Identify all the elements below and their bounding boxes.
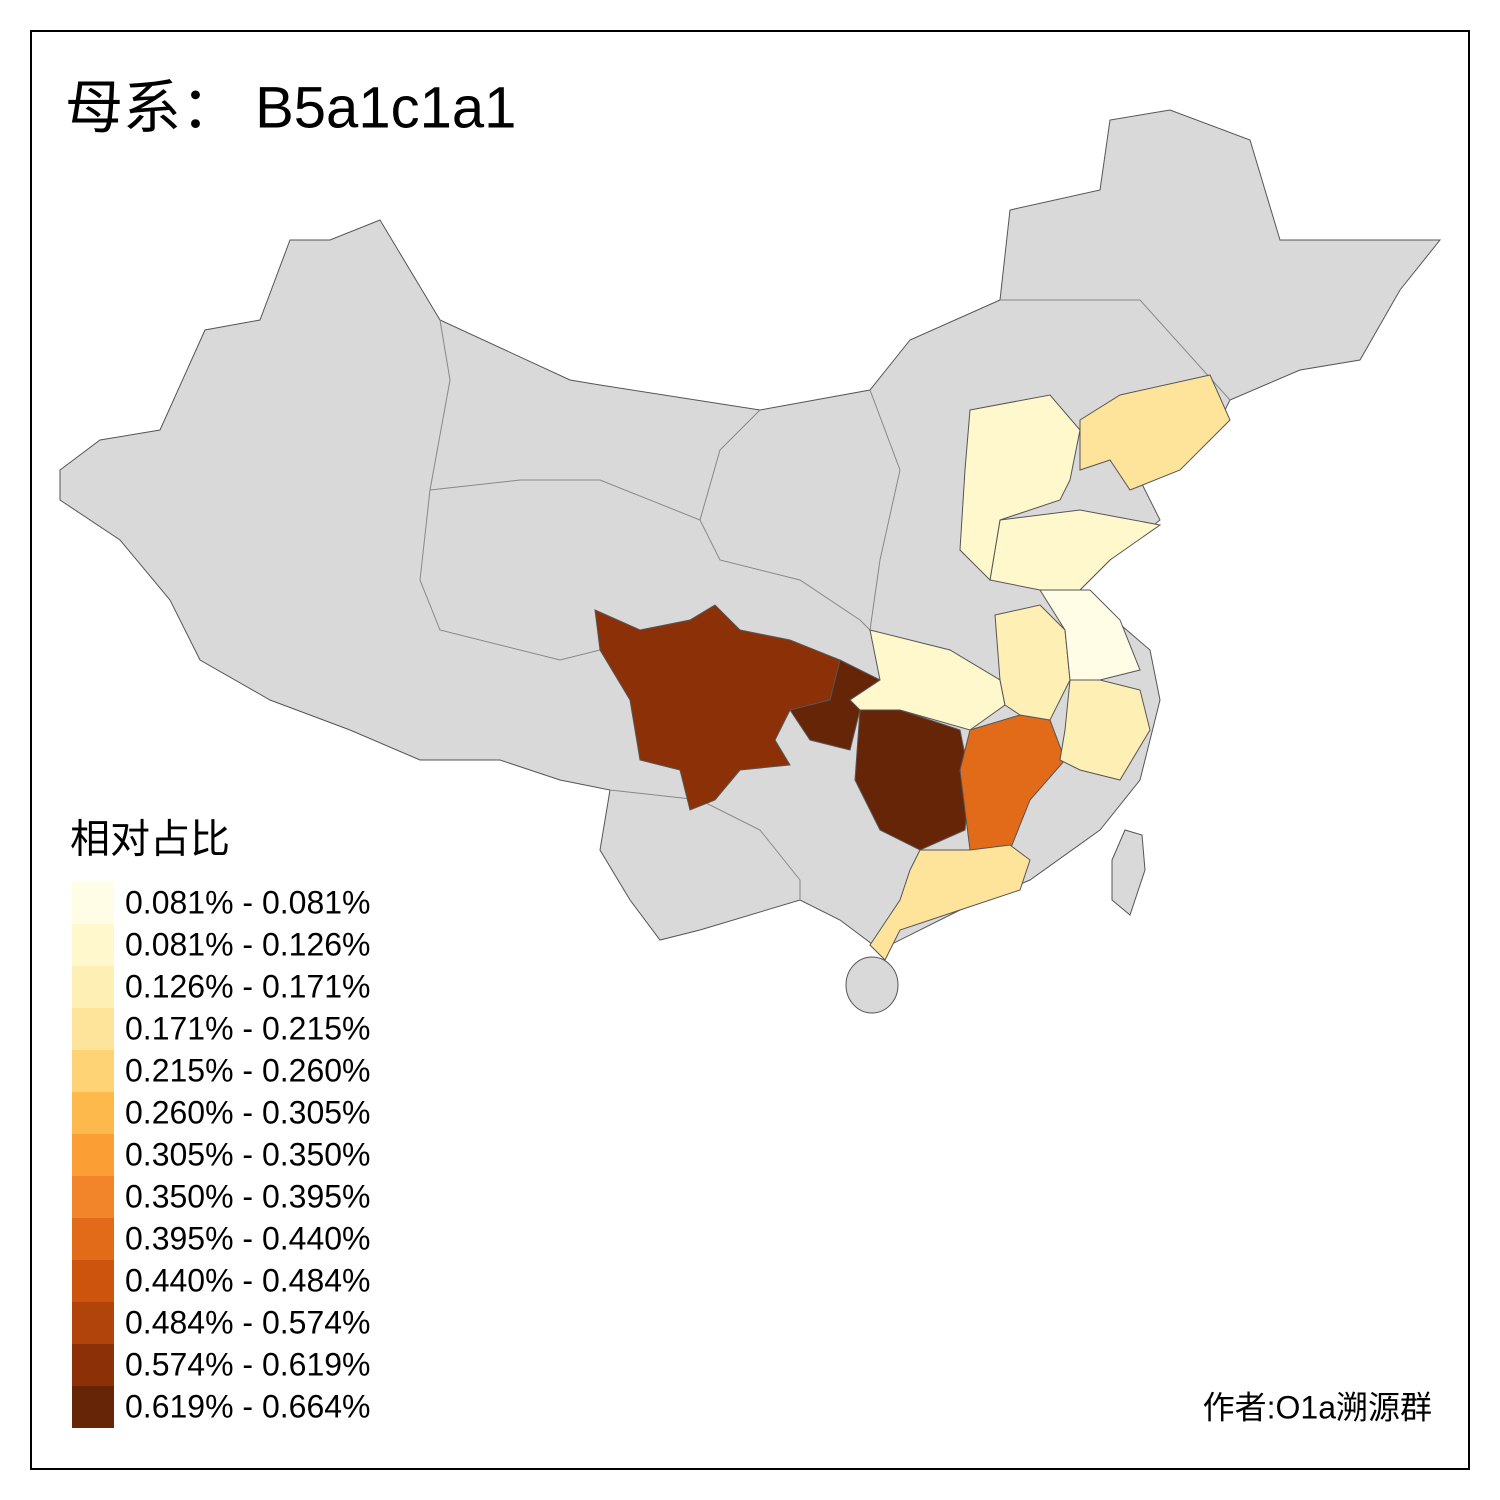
legend-title: 相对占比 (70, 818, 230, 862)
legend-swatch (72, 1092, 114, 1134)
legend-label: 0.574% - 0.619% (125, 1346, 371, 1382)
boundary (869, 389, 901, 631)
legend-swatch (72, 1302, 114, 1344)
boundary (609, 789, 801, 900)
legend-swatch (72, 882, 114, 924)
legend-label: 0.395% - 0.440% (125, 1220, 371, 1256)
legend-label: 0.440% - 0.484% (125, 1262, 371, 1298)
legend-label: 0.081% - 0.081% (125, 884, 371, 920)
legend-label: 0.081% - 0.126% (125, 926, 371, 962)
legend-swatch (72, 1260, 114, 1302)
legend-swatch (72, 1176, 114, 1218)
region (959, 394, 1081, 582)
boundary (1000, 299, 1231, 401)
legend-label: 0.484% - 0.574% (125, 1304, 371, 1340)
region (1039, 589, 1141, 681)
boundary (429, 479, 871, 631)
legend-swatch (72, 1134, 114, 1176)
region (849, 629, 1006, 731)
region (994, 604, 1071, 721)
author-credit: 作者:O1a溯源群 (1203, 1389, 1432, 1425)
region (1059, 679, 1151, 781)
legend-label: 0.619% - 0.664% (125, 1388, 371, 1424)
legend-swatch (72, 1344, 114, 1386)
legend-swatch (72, 1050, 114, 1092)
legend-label: 0.215% - 0.260% (125, 1052, 371, 1088)
legend-swatch (72, 1386, 114, 1428)
legend: 0.081% - 0.081% 0.081% - 0.126% 0.126% - 0… (72, 882, 371, 1428)
legend-label: 0.305% - 0.350% (125, 1136, 371, 1172)
legend-swatch (72, 966, 114, 1008)
region (594, 604, 841, 811)
legend-swatch (72, 1008, 114, 1050)
boundary (419, 319, 601, 661)
legend-label: 0.260% - 0.305% (125, 1094, 371, 1130)
legend-label: 0.126% - 0.171% (125, 968, 371, 1004)
legend-label: 0.171% - 0.215% (125, 1010, 371, 1046)
island (845, 956, 899, 1014)
region (989, 509, 1162, 591)
legend-swatch (72, 924, 114, 966)
boundary (699, 409, 761, 521)
region (869, 844, 1031, 961)
region (854, 709, 971, 851)
legend-swatch (72, 1218, 114, 1260)
map-title: 母系： B5a1c1a1 (65, 75, 516, 140)
map (59, 109, 1442, 1014)
legend-label: 0.350% - 0.395% (125, 1178, 371, 1214)
region (1079, 374, 1231, 491)
island (1111, 829, 1146, 916)
frame (30, 30, 1470, 1470)
